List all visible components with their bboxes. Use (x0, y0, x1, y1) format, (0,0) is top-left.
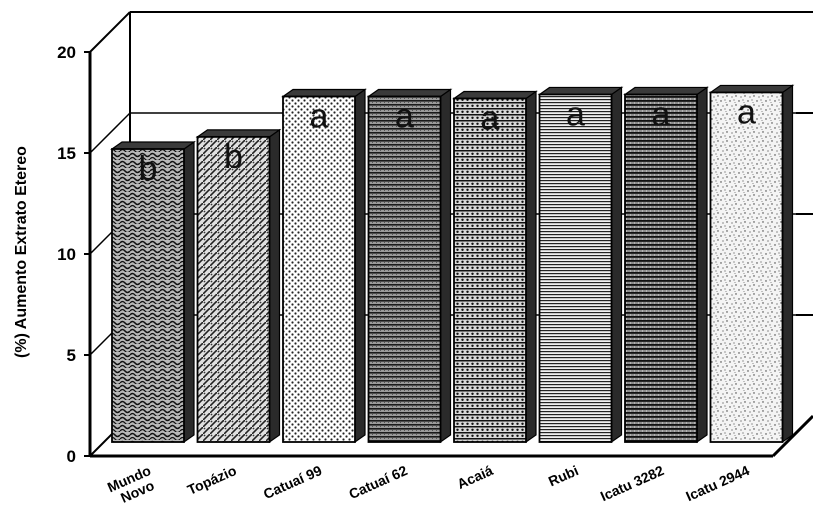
bar-top (366, 88, 453, 98)
y-axis-ticks: 0 5 10 15 20 (57, 11, 813, 466)
bar-front (709, 91, 784, 443)
y-tick-label: 5 (67, 346, 76, 365)
bar: a (623, 86, 709, 444)
y-tick-label: 10 (57, 245, 76, 264)
bar-front (196, 135, 271, 443)
bar-front (111, 148, 185, 443)
significance-letter: a (737, 93, 756, 131)
bar: b (110, 140, 196, 444)
significance-letter: a (310, 97, 329, 135)
y-tick-label: 15 (57, 144, 76, 163)
bar-top (281, 88, 367, 98)
x-tick-label: Catuaí 99 (261, 462, 325, 502)
significance-letter: a (566, 95, 585, 133)
bar-side (525, 90, 537, 444)
bar-side (696, 86, 708, 444)
bar-top (195, 129, 282, 138)
x-tick-label-line: Catuaí 62 (346, 462, 410, 502)
x-tick-label-line: Rubi (546, 462, 581, 489)
bar: a (537, 86, 624, 444)
y-axis-label: (%) Aumento Extrato Etereo (13, 146, 30, 358)
x-axis-labels: MundoNovo Topázio Catuaí 99 Catuaí 62 Acaiá R… (105, 462, 752, 509)
significance-letter: b (139, 150, 158, 188)
bar-front (453, 97, 527, 443)
x-tick-label: Icatu 2944 (683, 462, 752, 504)
bar-front (282, 95, 356, 443)
x-tick-label: Acaiá (455, 462, 496, 492)
bar-side (610, 86, 623, 444)
bar-top (110, 141, 196, 150)
floor-right-edge (771, 414, 813, 458)
bar: a (281, 88, 367, 444)
bar: a (708, 84, 795, 444)
bar-side (268, 128, 281, 444)
y-tick-label: 0 (67, 447, 76, 466)
bar: a (366, 88, 453, 444)
bar: b (195, 128, 282, 444)
bar: a (452, 90, 538, 444)
x-tick-label-line: Topázio (185, 462, 239, 498)
bar-front (538, 93, 613, 443)
gridline-side (89, 112, 131, 154)
bar-top (537, 86, 624, 96)
bar-top (623, 86, 709, 96)
bar-side (183, 140, 195, 444)
x-tick-label: Rubi (546, 462, 581, 489)
y-tick-label: 20 (57, 43, 76, 62)
x-tick-label-line: Icatu 2944 (683, 462, 752, 504)
significance-letter: a (481, 100, 500, 138)
bar-front (624, 93, 698, 443)
x-tick-label: MundoNovo (105, 462, 160, 509)
x-tick-label: Topázio (185, 462, 239, 498)
bar-side (781, 84, 794, 444)
x-tick-label-line: Acaiá (455, 462, 496, 492)
left-wall-top (89, 11, 131, 53)
bar-top (452, 90, 538, 100)
significance-letter: a (652, 95, 671, 133)
x-tick-label-line: Icatu 3282 (598, 462, 667, 504)
bar-side (354, 88, 366, 444)
x-tick-label: Catuaí 62 (346, 462, 410, 502)
bar-side (439, 88, 452, 444)
bar-front (367, 95, 442, 443)
significance-letter: a (395, 97, 414, 135)
bar-top (708, 84, 795, 94)
significance-letter: b (224, 138, 243, 176)
x-tick-label: Icatu 3282 (598, 462, 667, 504)
x-tick-label-line: Catuaí 99 (261, 462, 325, 502)
bars: b b a a a a a a (110, 84, 795, 444)
